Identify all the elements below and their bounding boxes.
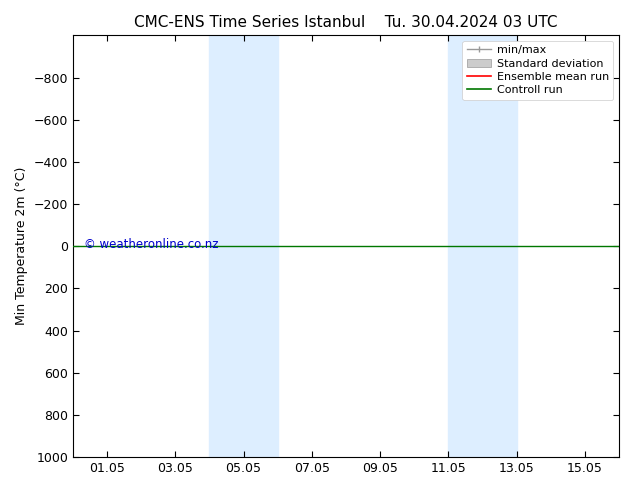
- Legend: min/max, Standard deviation, Ensemble mean run, Controll run: min/max, Standard deviation, Ensemble me…: [462, 41, 614, 100]
- Bar: [209, 35, 278, 457]
- Bar: [448, 35, 517, 457]
- Text: © weatheronline.co.nz: © weatheronline.co.nz: [84, 238, 218, 250]
- Y-axis label: Min Temperature 2m (°C): Min Temperature 2m (°C): [15, 167, 28, 325]
- Title: CMC-ENS Time Series Istanbul    Tu. 30.04.2024 03 UTC: CMC-ENS Time Series Istanbul Tu. 30.04.2…: [134, 15, 558, 30]
